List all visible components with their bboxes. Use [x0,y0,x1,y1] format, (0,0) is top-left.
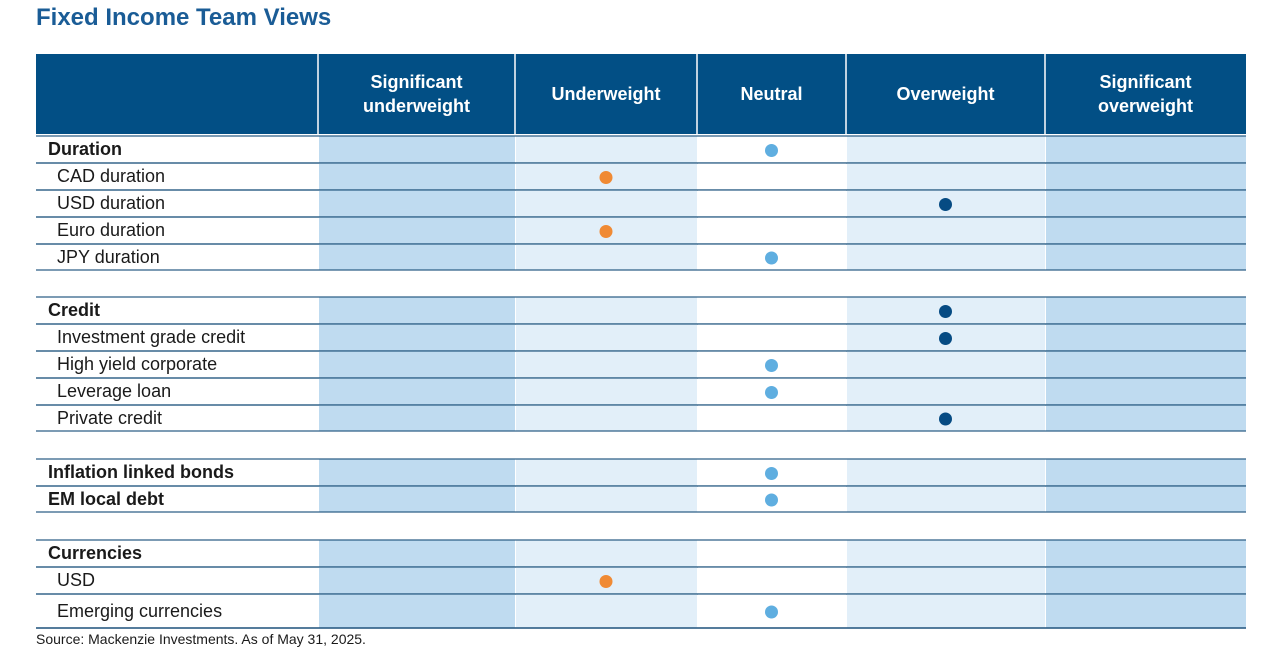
cell-band [1046,540,1246,567]
cell-band [516,136,697,163]
cell-band [1046,190,1246,217]
cell-band [319,486,515,512]
cell-band [1046,244,1246,270]
group-label: Credit [48,300,101,320]
view-marker [939,198,952,211]
cell-band [319,324,515,351]
cell-band [698,190,846,217]
view-marker [765,467,778,480]
chart-title: Fixed Income Team Views [36,4,332,31]
row-label: Leverage loan [57,381,172,401]
group-label: Inflation linked bonds [48,462,234,482]
cell-band [847,136,1045,163]
cell-band [319,217,515,244]
row-label: CAD duration [57,166,166,186]
cell-band [516,244,697,270]
cell-band [319,190,515,217]
cell-band [516,405,697,431]
cell-band [319,136,515,163]
cell-band [1046,567,1246,594]
cell-band [516,459,697,486]
cell-band [1046,594,1246,628]
cell-band [319,459,515,486]
cell-band [516,190,697,217]
cell-band [319,378,515,405]
cell-band [698,297,846,324]
cell-band [516,594,697,628]
cell-band [847,378,1045,405]
cell-band [319,594,515,628]
row-label: High yield corporate [57,354,218,374]
cell-band [319,567,515,594]
cell-band [319,163,515,190]
view-marker [599,225,613,238]
view-marker [939,332,952,345]
cell-band [847,351,1045,378]
cell-band [319,297,515,324]
cell-band [1046,378,1246,405]
cell-band [1046,351,1246,378]
cell-band [516,324,697,351]
row-label: JPY duration [57,246,160,267]
view-marker [765,493,778,507]
cell-band [319,405,515,431]
cell-band [847,486,1045,512]
cell-band [698,540,846,567]
cell-band [516,486,697,512]
group-label: Duration [48,139,122,159]
row-label: Emerging currencies [57,600,223,621]
cell-band [847,540,1045,567]
cell-band [847,244,1045,270]
cell-band [1046,459,1246,486]
cell-band [516,297,697,324]
cell-band [1046,217,1246,244]
view-marker [765,251,778,265]
cell-band [847,459,1045,486]
column-header: Neutral [740,84,803,104]
cell-band [1046,324,1246,351]
cell-band [319,351,515,378]
row-label: Private credit [57,407,163,428]
cell-band [1046,405,1246,431]
cell-band [1046,163,1246,190]
cell-band [847,163,1045,190]
cell-band [698,324,846,351]
view-marker [599,575,613,588]
cell-band [319,540,515,567]
column-header: Underweight [551,84,661,104]
cell-band [698,405,846,431]
cell-band [698,217,846,244]
row-label: Investment grade credit [57,327,246,347]
cell-band [847,594,1045,628]
cell-band [698,163,846,190]
group-label: EM local debt [48,488,165,509]
cell-band [1046,486,1246,512]
source-note: Source: Mackenzie Investments. As of May… [36,631,366,647]
row-label: USD duration [57,193,166,213]
view-marker [765,359,778,372]
view-marker [939,305,952,318]
cell-band [516,540,697,567]
group-label: Currencies [48,543,143,563]
row-label: Euro duration [57,220,166,240]
column-header: Significant overweight [1097,72,1194,116]
view-marker [765,605,778,619]
cell-band [516,351,697,378]
column-header: Overweight [896,84,995,104]
view-marker [765,386,778,399]
cell-band [516,378,697,405]
cell-band [319,244,515,270]
cell-band [1046,297,1246,324]
view-marker [765,144,778,157]
view-marker [599,171,613,184]
cell-band [847,567,1045,594]
cell-band [1046,136,1246,163]
row-label: USD [57,570,96,590]
cell-band [698,567,846,594]
cell-band [847,217,1045,244]
column-header: Significant underweight [363,72,470,116]
view-marker [939,412,952,426]
